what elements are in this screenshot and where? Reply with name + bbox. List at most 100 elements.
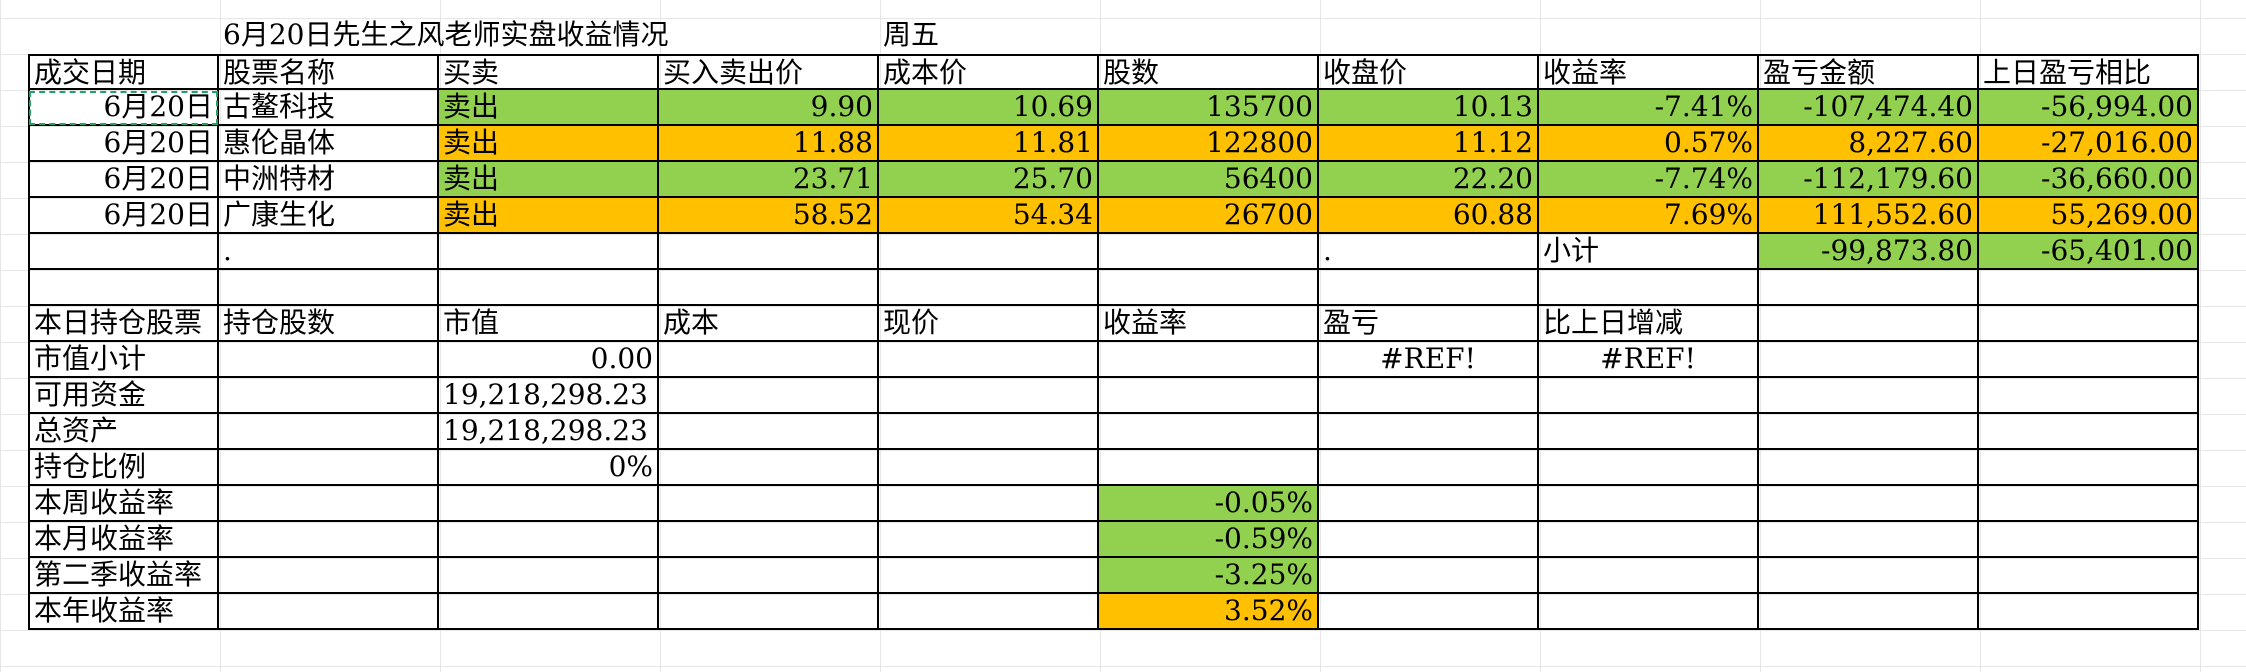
trade-action-cell[interactable]: 卖出 [439,126,659,162]
trade-diff-cell[interactable]: 55,269.00 [1979,198,2199,234]
trade-close-cell[interactable]: 11.12 [1319,126,1539,162]
cell-empty[interactable] [1759,306,1979,342]
cell-empty[interactable] [659,558,879,594]
header-pnl[interactable]: 盈亏金额 [1759,54,1979,90]
cell-empty[interactable] [1979,306,2199,342]
cell-empty[interactable] [1539,414,1759,450]
cell-empty[interactable] [219,558,439,594]
header-market-value[interactable]: 市值 [439,306,659,342]
cell-empty[interactable] [1099,414,1319,450]
ref-error-cell[interactable]: #REF! [1319,342,1539,378]
cell-empty[interactable] [439,234,659,270]
cell-empty[interactable] [879,558,1099,594]
cell-empty[interactable] [1979,486,2199,522]
subtotal-pnl[interactable]: -99,873.80 [1759,234,1979,270]
trade-close-cell[interactable]: 60.88 [1319,198,1539,234]
trade-diff-cell[interactable]: -27,016.00 [1979,126,2199,162]
cell-empty[interactable] [1759,558,1979,594]
cell-empty[interactable] [1539,486,1759,522]
cell-empty[interactable] [1099,234,1319,270]
cell-empty[interactable] [1319,450,1539,486]
cell-empty[interactable] [659,594,879,630]
trade-shares-cell[interactable]: 56400 [1099,162,1319,198]
cell-empty[interactable] [439,522,659,558]
subtotal-diff[interactable]: -65,401.00 [1979,234,2199,270]
cell-empty[interactable] [219,270,439,306]
trade-diff-cell[interactable]: -56,994.00 [1979,90,2199,126]
trade-action-cell[interactable]: 卖出 [439,198,659,234]
cell-empty[interactable] [659,522,879,558]
header-holding-rate[interactable]: 收益率 [1099,306,1319,342]
trade-date-cell[interactable]: 6月20日 [28,162,219,198]
subtotal-dot[interactable]: . [1319,234,1539,270]
cell-empty[interactable] [439,486,659,522]
market-value-cell[interactable]: 0.00 [439,342,659,378]
trade-rate-cell[interactable]: 7.69% [1539,198,1759,234]
header-price[interactable]: 买入卖出价 [659,54,879,90]
cell-empty[interactable] [1539,558,1759,594]
trade-rate-cell[interactable]: 0.57% [1539,126,1759,162]
trade-name-cell[interactable]: 广康生化 [219,198,439,234]
cell-empty[interactable] [1759,486,1979,522]
cell-empty[interactable] [1319,378,1539,414]
cell-empty[interactable] [879,594,1099,630]
cell-empty[interactable] [1539,378,1759,414]
cell-empty[interactable] [439,558,659,594]
trade-price-cell[interactable]: 58.52 [659,198,879,234]
header-return-rate[interactable]: 收益率 [1539,54,1759,90]
cell-empty[interactable] [1759,270,1979,306]
header-close[interactable]: 收盘价 [1319,54,1539,90]
trade-pnl-cell[interactable]: -107,474.40 [1759,90,1979,126]
cell-empty[interactable] [1099,342,1319,378]
weekly-return-label[interactable]: 本周收益率 [28,486,219,522]
cell-empty[interactable] [1099,18,2199,54]
trade-price-cell[interactable]: 11.88 [659,126,879,162]
position-ratio-cell[interactable]: 0% [439,450,659,486]
trade-action-cell[interactable]: 卖出 [439,90,659,126]
cell-empty[interactable] [659,450,879,486]
cell-empty[interactable] [1319,486,1539,522]
cell-empty[interactable] [1759,522,1979,558]
cell-empty[interactable] [1539,270,1759,306]
cell-empty[interactable] [1979,270,2199,306]
trade-name-cell[interactable]: 古鳌科技 [219,90,439,126]
cell-empty[interactable] [879,378,1099,414]
cell-empty[interactable] [219,522,439,558]
yearly-return-label[interactable]: 本年收益率 [28,594,219,630]
cell-empty[interactable] [659,378,879,414]
trade-action-cell[interactable]: 卖出 [439,162,659,198]
monthly-return-label[interactable]: 本月收益率 [28,522,219,558]
header-stock-name[interactable]: 股票名称 [219,54,439,90]
cell-empty[interactable] [659,342,879,378]
cell-empty[interactable] [1539,522,1759,558]
trade-cost-cell[interactable]: 10.69 [879,90,1099,126]
total-assets-label[interactable]: 总资产 [28,414,219,450]
cell-empty[interactable] [1759,450,1979,486]
trade-price-cell[interactable]: 9.90 [659,90,879,126]
cash-label[interactable]: 可用资金 [28,378,219,414]
trade-close-cell[interactable]: 10.13 [1319,90,1539,126]
cell-empty[interactable] [1759,414,1979,450]
cell-empty[interactable] [879,414,1099,450]
cell-empty[interactable] [1979,414,2199,450]
trade-rate-cell[interactable]: -7.74% [1539,162,1759,198]
weekly-return-cell[interactable]: -0.05% [1099,486,1319,522]
cell-empty[interactable] [219,450,439,486]
trade-rate-cell[interactable]: -7.41% [1539,90,1759,126]
header-holding-diff[interactable]: 比上日增减 [1539,306,1759,342]
market-value-label[interactable]: 市值小计 [28,342,219,378]
cell-empty[interactable] [1979,342,2199,378]
cell-empty[interactable] [219,378,439,414]
header-holding-cost[interactable]: 成本 [659,306,879,342]
cell-empty[interactable] [879,522,1099,558]
ref-error-cell[interactable]: #REF! [1539,342,1759,378]
cell-empty[interactable] [1099,450,1319,486]
trade-shares-cell[interactable]: 122800 [1099,126,1319,162]
cell-empty[interactable] [879,450,1099,486]
header-buy-sell[interactable]: 买卖 [439,54,659,90]
cell-empty[interactable] [1759,378,1979,414]
trade-price-cell[interactable]: 23.71 [659,162,879,198]
cell-empty[interactable] [219,594,439,630]
header-diff[interactable]: 上日盈亏相比 [1979,54,2199,90]
cell-empty[interactable] [219,486,439,522]
